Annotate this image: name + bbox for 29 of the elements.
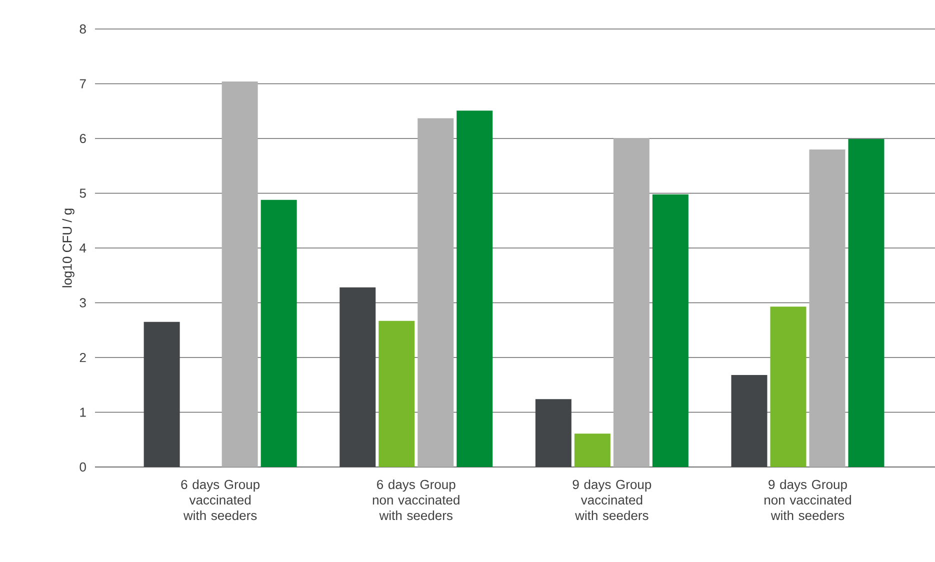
bar xyxy=(731,375,768,467)
bar xyxy=(809,149,846,467)
bar xyxy=(340,287,376,467)
bar xyxy=(652,194,688,467)
bar xyxy=(535,399,572,467)
bar xyxy=(613,138,650,467)
y-tick-label: 5 xyxy=(80,188,86,198)
y-tick-label: 4 xyxy=(80,244,86,252)
bar xyxy=(574,434,610,467)
bar xyxy=(848,139,884,467)
y-tick-label: 0 xyxy=(80,462,86,472)
bar xyxy=(418,118,454,467)
y-tick-label: 7 xyxy=(80,79,86,88)
y-tick-label: 1 xyxy=(80,408,86,417)
bar xyxy=(144,322,180,467)
x-tick-label: 9 days Group vaccinated with seeders xyxy=(572,480,652,520)
bar xyxy=(770,306,806,467)
y-tick-label: 6 xyxy=(80,134,86,144)
y-tick-label: 3 xyxy=(80,298,86,308)
y-tick-label: 2 xyxy=(80,352,86,362)
x-tick-label: 6 days Group vaccinated with seeders xyxy=(181,480,260,520)
x-tick-label: 6 days Group non vaccinated with seeders xyxy=(372,480,460,520)
bar xyxy=(260,200,297,467)
y-axis-title: log10 CFU / g xyxy=(62,208,74,288)
bar xyxy=(456,110,493,467)
bar xyxy=(222,82,258,467)
bar xyxy=(378,320,415,467)
x-tick-label: 9 days Group non vaccinated with seeders xyxy=(764,480,851,520)
y-tick-label: 8 xyxy=(80,24,86,34)
